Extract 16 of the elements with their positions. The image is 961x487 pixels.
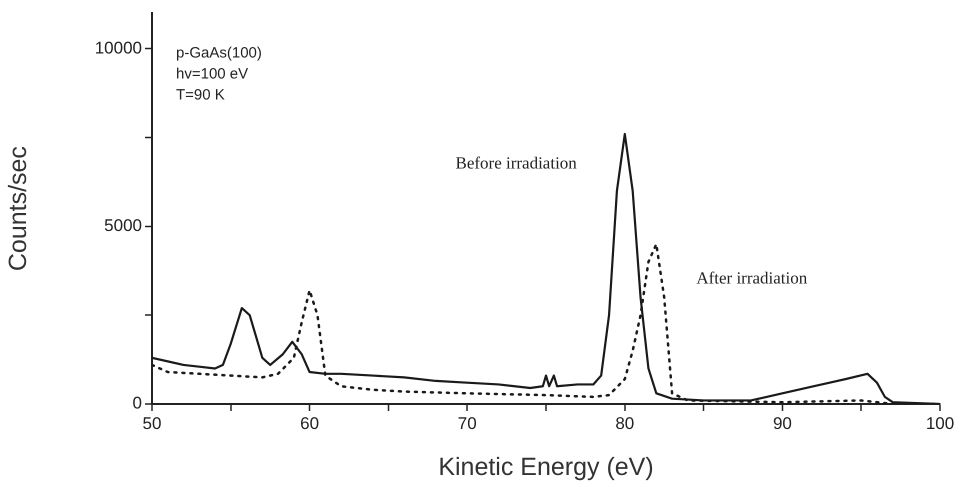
x-axis-title: Kinetic Energy (eV) — [438, 452, 654, 481]
y-tick-label: 10000 — [94, 38, 142, 58]
x-tick-label: 60 — [300, 414, 320, 433]
x-tick-label: 70 — [458, 414, 477, 433]
text: Before irradiation — [455, 153, 578, 172]
y-axis-title: Counts/sec — [4, 146, 32, 272]
x-tick-label: 90 — [772, 414, 792, 433]
y-tick-label: 5000 — [104, 216, 142, 236]
annotation: hv=100 eV — [176, 65, 248, 82]
annotation: T=90 K — [176, 86, 225, 104]
annotation: p-GaAs(100) — [176, 44, 262, 62]
y-tick-label: 0 — [132, 394, 142, 413]
x-tick-label: 50 — [142, 414, 162, 433]
x-tick-label: 80 — [615, 414, 634, 433]
x-tick-label: 100 — [926, 414, 954, 433]
series-label: After irradiation — [696, 268, 808, 288]
